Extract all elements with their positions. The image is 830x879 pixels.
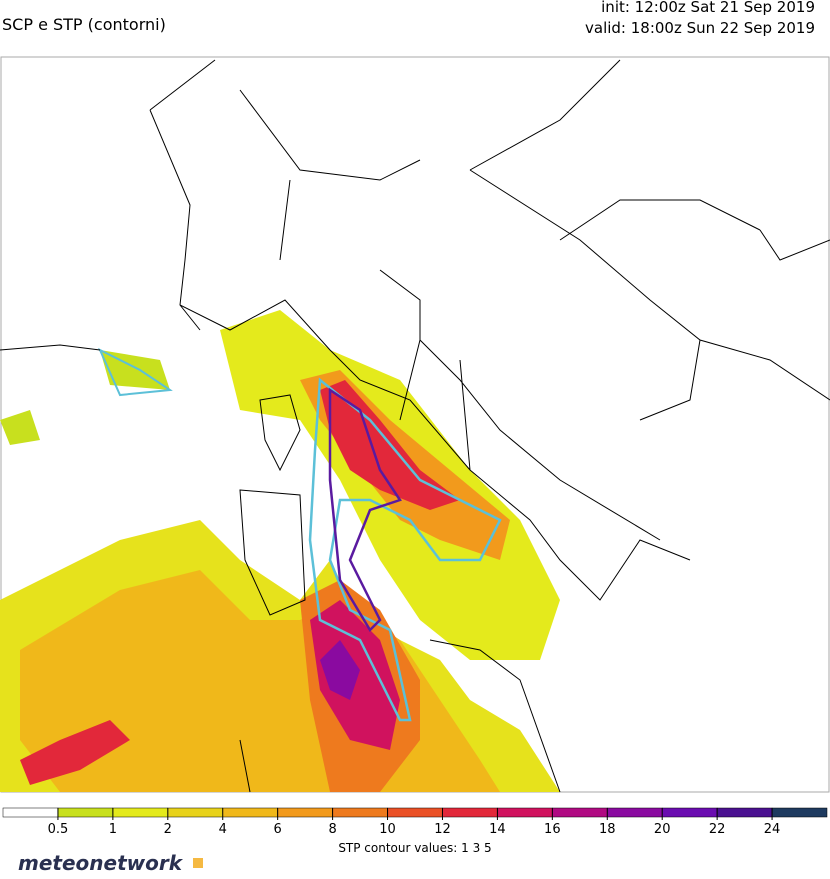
stp-contour-west <box>97 347 173 397</box>
title: SCP e STP (contorni) <box>2 15 166 34</box>
map <box>0 56 830 793</box>
color-swatch <box>112 807 169 818</box>
colorbar: 0.5 1 2 4 6 8 10 12 14 16 18 20 22 24 <box>2 807 828 837</box>
color-swatch <box>716 807 773 818</box>
color-swatch <box>222 807 278 818</box>
color-swatch <box>552 807 608 818</box>
contour-note: STP contour values: 1 3 5 <box>338 841 491 855</box>
tick-label: 16 <box>544 822 561 837</box>
init-time: init: 12:00z Sat 21 Sep 2019 <box>601 0 815 16</box>
tick-label: 14 <box>489 822 506 837</box>
tick-label: 20 <box>654 822 671 837</box>
tick-label: 22 <box>709 822 726 837</box>
color-swatch <box>387 807 443 818</box>
logo: meteonetwork <box>18 851 184 875</box>
tick-label: 1 <box>109 822 117 837</box>
tick-label: 4 <box>219 822 227 837</box>
color-swatch <box>607 807 663 818</box>
tick-label: 10 <box>379 822 396 837</box>
color-swatch <box>277 807 333 818</box>
color-swatch <box>167 807 223 818</box>
valid-time: valid: 18:00z Sun 22 Sep 2019 <box>585 19 815 37</box>
logo-square <box>193 858 203 868</box>
tick-label: 0.5 <box>48 822 69 837</box>
coastlines <box>239 394 561 793</box>
borders <box>0 59 830 601</box>
color-swatch <box>497 807 553 818</box>
tick-label: 2 <box>164 822 172 837</box>
tick-label: 8 <box>328 822 336 837</box>
color-swatch <box>332 807 388 818</box>
color-swatch <box>2 807 59 818</box>
color-swatch <box>57 807 114 818</box>
color-swatch <box>771 807 828 818</box>
field-red-west <box>20 720 130 785</box>
field-green <box>0 350 170 445</box>
color-swatch <box>442 807 498 818</box>
stp-contour <box>308 377 502 722</box>
tick-label: 24 <box>764 822 781 837</box>
tick-label: 12 <box>434 822 451 837</box>
tick-label: 6 <box>274 822 282 837</box>
stp-contour-high <box>328 387 402 633</box>
field-purple <box>320 640 360 700</box>
color-swatch <box>661 807 718 818</box>
tick-label: 18 <box>599 822 616 837</box>
